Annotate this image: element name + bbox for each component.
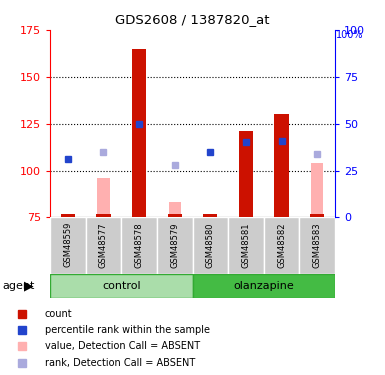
Text: olanzapine: olanzapine [233,281,294,291]
Bar [167,214,182,217]
Text: ▶: ▶ [24,279,34,292]
Bar [239,131,253,218]
Bar [192,274,335,298]
Bar [300,217,335,274]
Text: GSM48577: GSM48577 [99,222,108,268]
Text: percentile rank within the sample: percentile rank within the sample [45,325,210,335]
Bar [96,214,110,217]
Bar [85,217,121,274]
Bar [311,163,323,218]
Bar [228,217,264,274]
Text: GSM48559: GSM48559 [64,222,72,267]
Text: rank, Detection Call = ABSENT: rank, Detection Call = ABSENT [45,358,195,368]
Bar [157,217,192,274]
Text: count: count [45,309,72,319]
Text: GSM48583: GSM48583 [313,222,321,268]
Bar [50,217,85,274]
Text: GSM48581: GSM48581 [241,222,250,267]
Bar [50,274,192,298]
Text: GSM48582: GSM48582 [277,222,286,267]
Text: control: control [102,281,141,291]
Text: GSM48578: GSM48578 [135,222,144,268]
Bar [61,214,75,217]
Bar [275,114,289,218]
Bar [264,217,300,274]
Text: 100%: 100% [336,30,363,40]
Bar [121,217,157,274]
Text: GSM48580: GSM48580 [206,222,215,267]
Text: agent: agent [2,281,34,291]
Bar [310,214,324,217]
Text: GDS2608 / 1387820_at: GDS2608 / 1387820_at [115,13,270,26]
Bar [169,202,181,217]
Bar [97,178,109,218]
Bar [132,49,146,217]
Text: value, Detection Call = ABSENT: value, Detection Call = ABSENT [45,341,200,351]
Bar [203,214,218,217]
Text: GSM48579: GSM48579 [170,222,179,267]
Bar [192,217,228,274]
